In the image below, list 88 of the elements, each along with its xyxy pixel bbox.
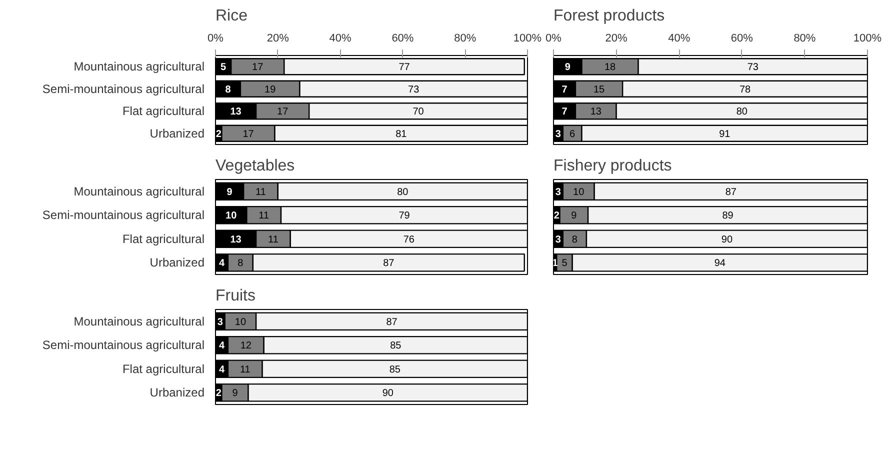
- x-tick-label: 60%: [730, 32, 754, 44]
- data-label: 11: [268, 234, 279, 246]
- data-label: 85: [389, 364, 401, 376]
- data-label: 94: [714, 258, 726, 270]
- data-label: 87: [383, 258, 395, 270]
- x-tick-label: 40%: [329, 32, 352, 44]
- data-label: 85: [390, 340, 402, 352]
- data-label: 78: [739, 84, 752, 96]
- data-label: 81: [396, 128, 408, 140]
- data-label: 87: [386, 316, 398, 328]
- data-label: 13: [230, 106, 242, 118]
- data-label: 8: [238, 258, 244, 270]
- y-tick-label: Mountainous agricultural: [74, 314, 205, 328]
- data-label: 2: [216, 388, 222, 400]
- data-label: 2: [554, 210, 560, 222]
- data-label: 9: [232, 388, 238, 400]
- y-tick-label: Mountainous agricultural: [74, 184, 205, 198]
- data-label: 77: [398, 62, 410, 74]
- data-label: 90: [382, 388, 394, 400]
- data-label: 90: [721, 234, 733, 246]
- data-label: 11: [240, 364, 251, 376]
- data-label: 12: [240, 340, 252, 352]
- data-label: 4: [218, 364, 225, 376]
- data-label: 91: [719, 128, 731, 140]
- data-label: 9: [571, 210, 578, 222]
- chart-title: Forest products: [554, 8, 665, 24]
- x-tick-label: 0%: [208, 32, 224, 44]
- data-label: 8: [225, 84, 232, 96]
- x-tick-label: 80%: [794, 32, 816, 44]
- chart-title: Fishery products: [554, 158, 672, 174]
- data-label: 7: [562, 106, 568, 118]
- x-tick-label: 100%: [853, 32, 882, 44]
- x-tick-label: 100%: [513, 32, 542, 44]
- data-label: 89: [722, 210, 734, 222]
- data-label: 18: [604, 62, 616, 74]
- data-label: 73: [747, 62, 759, 74]
- data-label: 5: [220, 62, 227, 74]
- chart-title: Fruits: [216, 288, 256, 304]
- data-label: 3: [217, 316, 224, 328]
- y-tick-label: Semi-mountainous agricultural: [42, 208, 204, 222]
- data-label: 13: [590, 106, 602, 118]
- data-label: 15: [593, 84, 606, 96]
- data-label: 10: [573, 186, 585, 198]
- data-label: 19: [264, 84, 276, 96]
- data-label: 3: [555, 186, 562, 198]
- x-tick-label: 80%: [454, 32, 476, 44]
- data-label: 11: [258, 210, 270, 222]
- data-label: 2: [216, 128, 222, 140]
- y-tick-label: Semi-mountainous agricultural: [42, 82, 204, 96]
- data-label: 7: [562, 84, 568, 96]
- data-label: 80: [397, 186, 409, 198]
- y-tick-label: Semi-mountainous agricultural: [42, 338, 204, 352]
- chart-title: Rice: [216, 8, 248, 24]
- data-label: 17: [252, 62, 264, 74]
- y-tick-label: Flat agricultural: [122, 362, 204, 376]
- data-label: 10: [234, 316, 246, 328]
- x-tick-label: 40%: [668, 32, 690, 44]
- data-label: 6: [570, 128, 576, 140]
- x-tick-label: 60%: [392, 32, 414, 44]
- data-label: 8: [572, 234, 578, 246]
- data-label: 3: [555, 128, 562, 140]
- chart-title: Vegetables: [216, 158, 295, 174]
- data-label: 73: [408, 84, 420, 96]
- data-label: 4: [218, 258, 225, 270]
- data-label: 4: [218, 340, 225, 352]
- y-tick-label: Urbanized: [150, 386, 205, 400]
- data-label: 79: [398, 210, 410, 222]
- data-label: 9: [564, 62, 571, 74]
- data-label: 17: [242, 128, 254, 140]
- data-label: 70: [412, 106, 424, 118]
- y-tick-label: Flat agricultural: [122, 104, 204, 118]
- data-label: 87: [725, 186, 737, 198]
- data-label: 11: [256, 186, 266, 198]
- x-tick-label: 20%: [266, 32, 290, 44]
- y-tick-label: Flat agricultural: [122, 232, 204, 246]
- data-label: 80: [736, 106, 748, 118]
- data-label: 76: [403, 234, 415, 246]
- data-label: 13: [230, 234, 242, 246]
- data-label: 10: [226, 210, 238, 222]
- x-tick-label: 0%: [546, 32, 562, 44]
- data-label: 9: [226, 186, 233, 198]
- y-tick-label: Urbanized: [150, 256, 205, 270]
- data-label: 5: [562, 258, 568, 270]
- y-tick-label: Mountainous agricultural: [74, 60, 205, 74]
- y-tick-label: Urbanized: [150, 126, 205, 140]
- data-label: 17: [277, 106, 289, 118]
- data-label: 3: [555, 234, 562, 246]
- x-tick-label: 20%: [605, 32, 628, 44]
